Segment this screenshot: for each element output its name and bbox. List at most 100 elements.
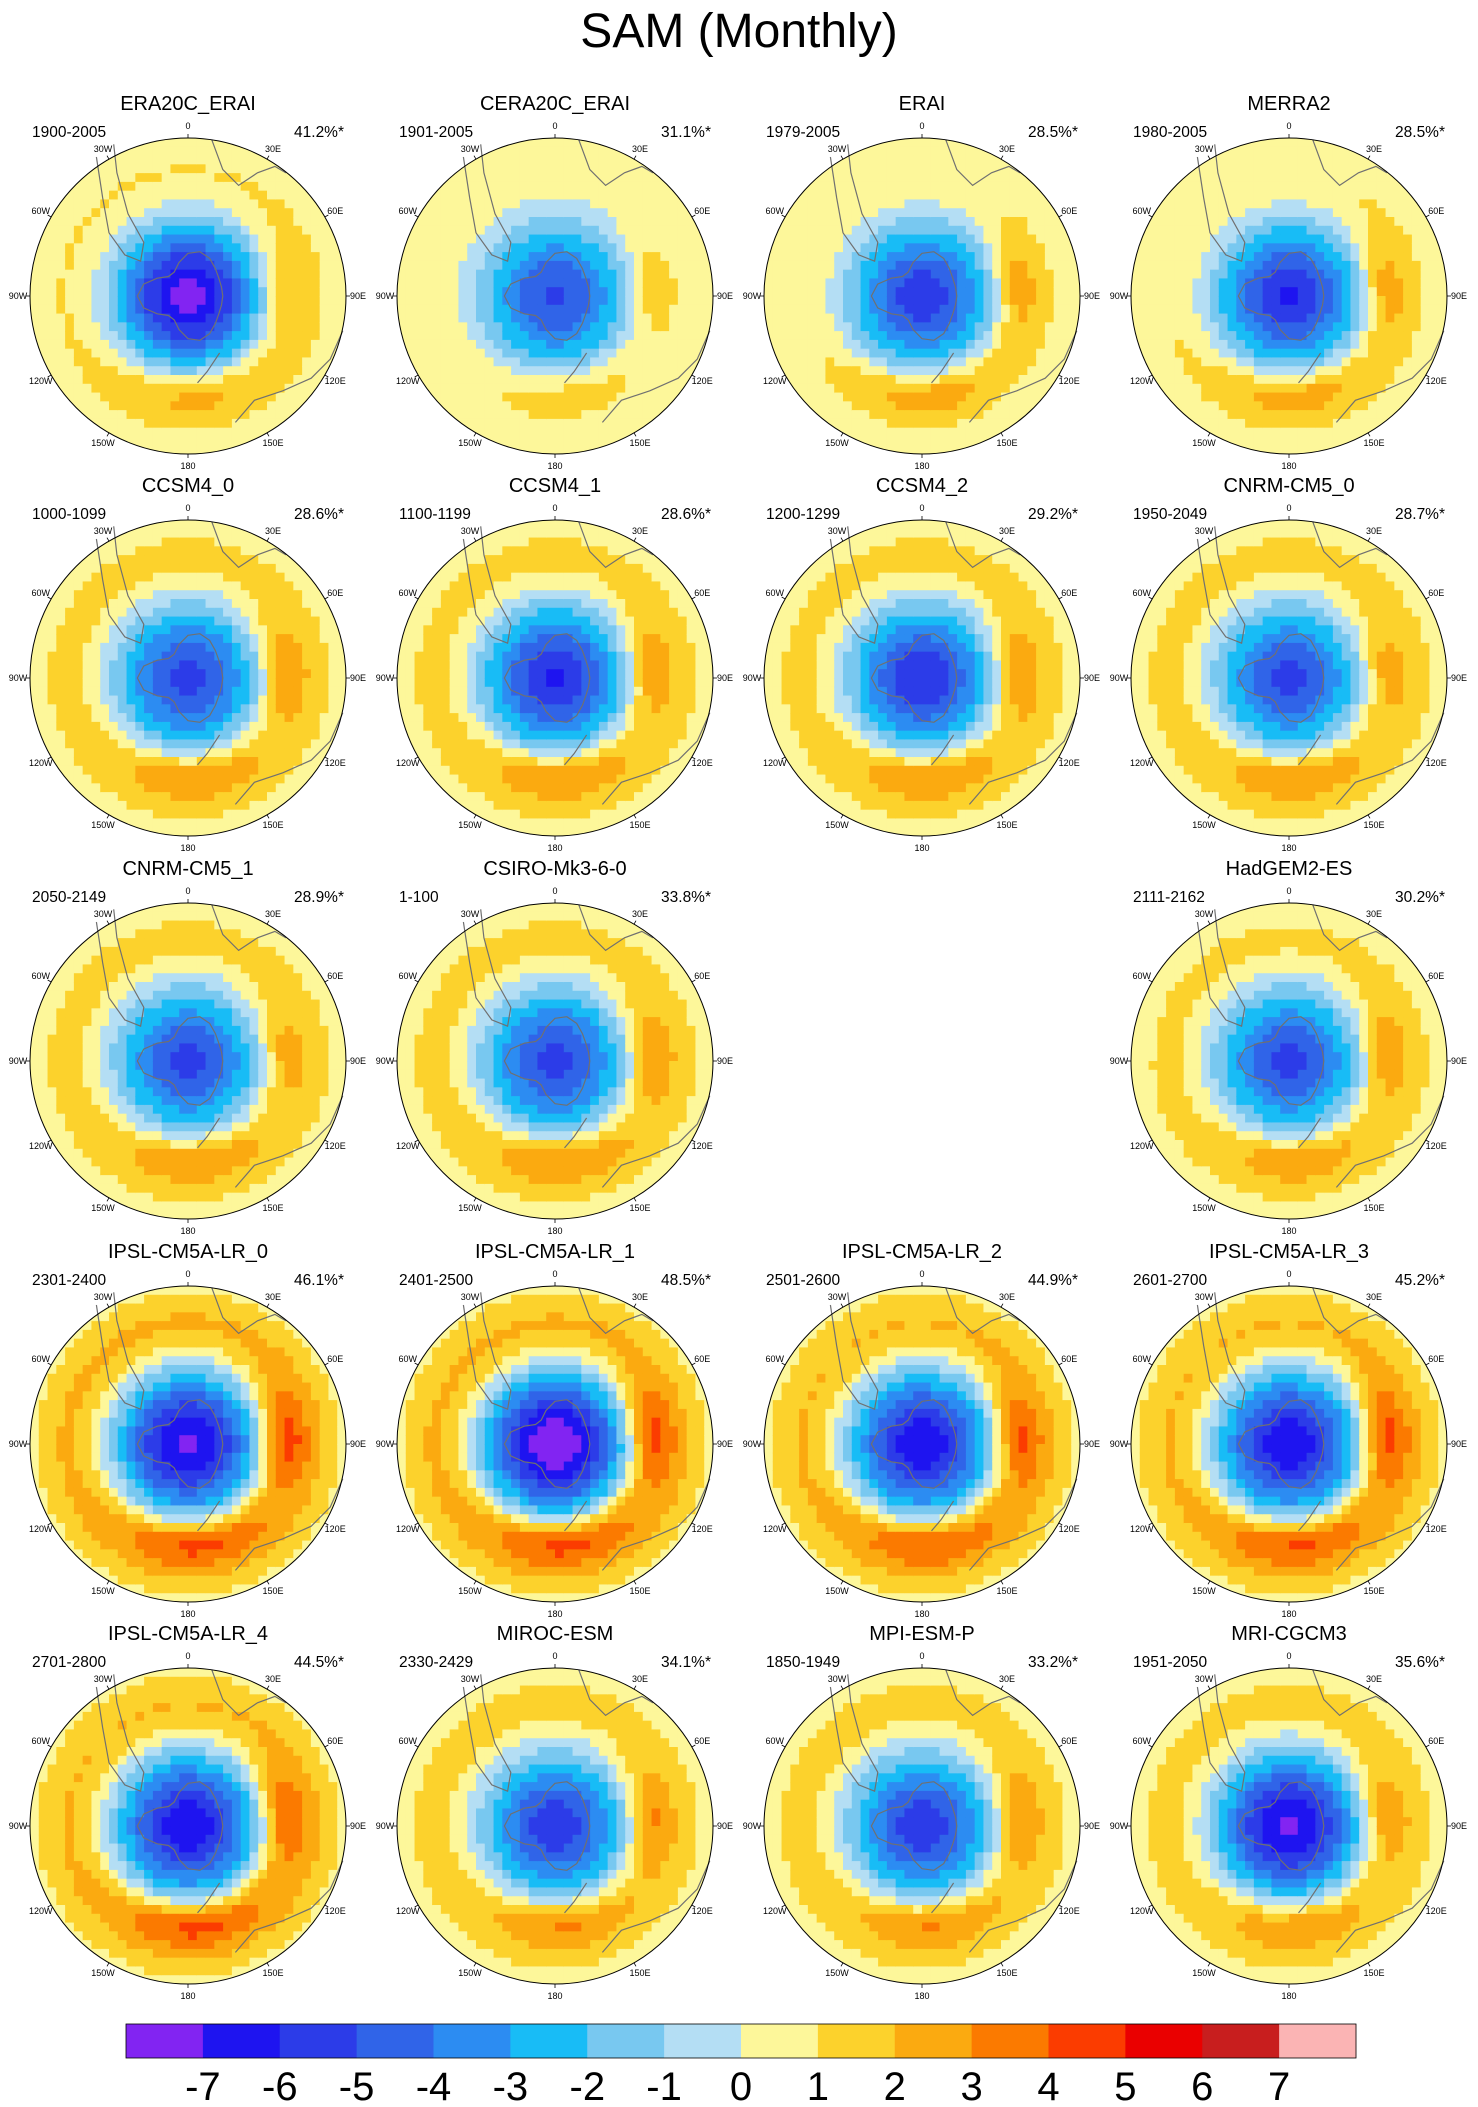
contour-cell <box>851 392 862 402</box>
contour-cell <box>1332 164 1343 174</box>
contour-cell <box>1341 243 1352 253</box>
contour-cell <box>851 427 862 438</box>
contour-cell <box>302 392 312 402</box>
contour-cell <box>1280 410 1290 420</box>
contour-cell <box>992 217 1002 227</box>
contour-cell <box>922 243 932 253</box>
contour-cell <box>572 243 582 253</box>
contour-cell <box>1027 287 1037 297</box>
contour-cell <box>904 234 914 244</box>
contour-cell <box>1262 331 1273 341</box>
contour-cell <box>1236 401 1246 411</box>
contour-cell <box>1131 269 1141 280</box>
contour-cell <box>302 357 312 367</box>
contour-cell <box>109 730 119 741</box>
contour-cell <box>807 287 818 297</box>
contour-cell <box>563 278 574 288</box>
contour-cell <box>1420 366 1431 376</box>
contour-cell <box>1332 392 1343 402</box>
contour-cell <box>1210 164 1220 174</box>
contour-cell <box>895 366 906 376</box>
longitude-label: 0 <box>919 121 924 131</box>
contour-cell <box>310 234 321 244</box>
contour-cell <box>922 234 932 244</box>
contour-cell <box>1332 287 1343 297</box>
contour-cell <box>458 243 468 253</box>
contour-cell <box>974 436 985 446</box>
contour-cell <box>214 164 224 174</box>
contour-cell <box>625 366 635 376</box>
contour-cell <box>1071 304 1080 315</box>
contour-cell <box>1027 410 1037 420</box>
contour-cell <box>1001 418 1011 429</box>
contour-cell <box>581 217 591 227</box>
contour-cell <box>1218 278 1229 288</box>
contour-cell <box>82 278 93 288</box>
contour-cell <box>1289 383 1299 394</box>
contour-cell <box>537 339 547 350</box>
contour-cell <box>634 383 644 394</box>
contour-cell <box>590 436 600 446</box>
contour-cell <box>511 190 521 201</box>
contour-cell <box>126 436 136 446</box>
contour-cell <box>965 252 976 262</box>
contour-cell <box>799 296 809 306</box>
contour-cell <box>328 217 338 227</box>
contour-cell <box>38 730 49 741</box>
contour-cell <box>502 146 512 157</box>
contour-cell <box>188 331 198 341</box>
contour-cell <box>1341 278 1352 288</box>
contour-cell <box>467 383 477 394</box>
contour-cell <box>275 357 286 367</box>
contour-cell <box>73 190 84 201</box>
contour-cell <box>1271 208 1281 218</box>
contour-cell <box>1009 357 1020 367</box>
contour-cell <box>161 322 172 332</box>
contour-cell <box>651 331 661 341</box>
contour-cell <box>913 164 923 174</box>
contour-cell <box>1385 287 1395 297</box>
contour-cell <box>781 225 791 236</box>
contour-cell <box>337 296 346 306</box>
contour-cell <box>258 181 268 192</box>
contour-cell <box>449 243 460 253</box>
contour-cell <box>1315 225 1325 236</box>
contour-cell <box>869 410 879 420</box>
contour-cell <box>91 599 101 609</box>
contour-cell <box>1315 260 1325 271</box>
contour-cell <box>519 199 530 209</box>
contour-cell <box>449 410 460 420</box>
contour-cell <box>555 287 565 297</box>
contour-cell <box>1315 357 1325 367</box>
contour-cell <box>1350 190 1360 201</box>
contour-cell <box>1385 357 1395 367</box>
contour-cell <box>319 269 330 280</box>
contour-cell <box>1306 234 1316 244</box>
contour-cell <box>642 287 653 297</box>
contour-cell <box>100 599 110 609</box>
contour-cell <box>1148 252 1158 262</box>
contour-cell <box>1350 313 1360 323</box>
contour-cell <box>816 225 827 236</box>
contour-cell <box>1376 304 1387 315</box>
contour-cell <box>223 313 233 323</box>
contour-cell <box>267 410 277 420</box>
contour-cell <box>1166 304 1176 315</box>
contour-cell <box>458 418 468 429</box>
contour-cell <box>843 383 853 394</box>
contour-cell <box>843 155 853 165</box>
contour-cell <box>1062 304 1072 315</box>
contour-field <box>397 138 713 454</box>
contour-cell <box>319 313 330 323</box>
contour-cell <box>519 252 530 262</box>
contour-cell <box>948 296 958 306</box>
contour-cell <box>869 401 879 411</box>
contour-cell <box>196 278 207 288</box>
contour-cell <box>337 313 346 323</box>
contour-cell <box>458 348 468 359</box>
contour-cell <box>493 190 503 201</box>
contour-cell <box>1009 243 1020 253</box>
contour-cell <box>616 260 626 271</box>
contour-cell <box>1376 348 1387 359</box>
contour-cell <box>983 260 993 271</box>
